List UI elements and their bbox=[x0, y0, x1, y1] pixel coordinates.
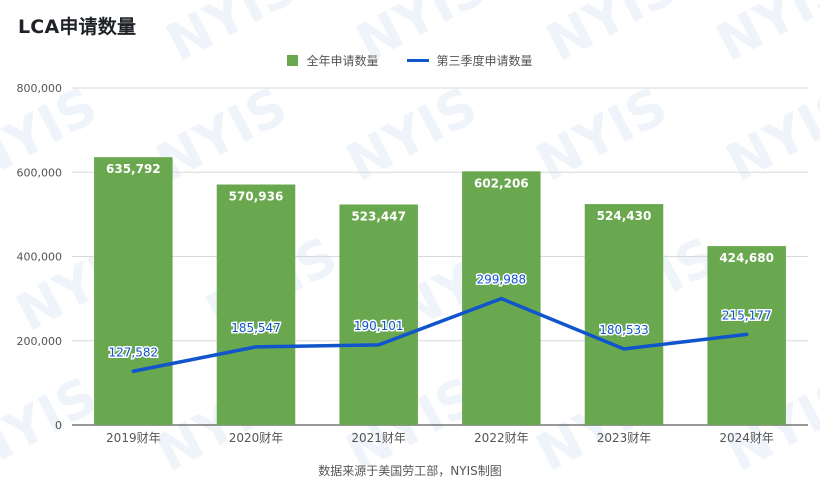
bar-0 bbox=[94, 157, 173, 426]
source-note: 数据来源于美国劳工部，NYIS制图 bbox=[318, 464, 502, 478]
line-value-label-0: 127,582 bbox=[109, 345, 159, 359]
line-value-label-2: 190,101 bbox=[354, 319, 404, 333]
watermark-3: NYIS bbox=[707, 0, 820, 74]
bar-value-label-3: 602,206 bbox=[474, 176, 529, 190]
y-axis: 0 200,000 400,000 600,000 800,000 bbox=[17, 82, 63, 432]
line-series bbox=[131, 296, 749, 374]
watermark-8: NYIS bbox=[717, 76, 820, 194]
y-tick-label-1: 200,000 bbox=[17, 335, 63, 348]
x-tick-label-3: 2022财年 bbox=[474, 431, 529, 445]
bar-label-group: 635,792 570,936 523,447 602,206 524,430 424,6… bbox=[106, 162, 774, 265]
x-tick-label-1: 2020财年 bbox=[229, 431, 284, 445]
line-value-label-4: 180,533 bbox=[599, 323, 649, 337]
x-tick-label-5: 2024财年 bbox=[719, 431, 774, 445]
line-value-label-3: 299,988 bbox=[477, 273, 527, 287]
x-tick-label-4: 2023财年 bbox=[597, 431, 652, 445]
bar-4 bbox=[584, 204, 664, 425]
x-tick-label-2: 2021财年 bbox=[351, 431, 406, 445]
legend: 全年申请数量 第三季度申请数量 bbox=[0, 50, 820, 70]
bar-1 bbox=[216, 184, 296, 425]
bar-series bbox=[94, 157, 786, 426]
line-label-group: 127,582 185,547 190,101 299,988 180,533 215,1… bbox=[107, 271, 773, 361]
watermark-2: NYIS bbox=[537, 0, 687, 74]
bar-value-label-2: 523,447 bbox=[351, 209, 406, 223]
legend-item-line: 第三季度申请数量 bbox=[406, 52, 533, 69]
legend-item-bar: 全年申请数量 bbox=[287, 52, 379, 69]
line-value-label-5: 215,177 bbox=[722, 308, 772, 322]
y-tick-label-0: 0 bbox=[55, 419, 62, 432]
bar-value-label-5: 424,680 bbox=[719, 251, 774, 265]
legend-line-label: 第三季度申请数量 bbox=[436, 53, 533, 68]
legend-line-swatch bbox=[406, 58, 429, 62]
watermark-1: NYIS bbox=[347, 0, 497, 74]
bar-value-label-0: 635,792 bbox=[106, 162, 161, 176]
y-tick-label-4: 800,000 bbox=[17, 82, 63, 95]
line-path bbox=[131, 296, 749, 374]
watermark-0: NYIS bbox=[157, 0, 307, 74]
y-tick-label-2: 400,000 bbox=[17, 251, 63, 264]
bar-value-label-4: 524,430 bbox=[597, 209, 652, 223]
legend-bar-label: 全年申请数量 bbox=[306, 53, 379, 68]
bar-2 bbox=[339, 204, 418, 425]
y-tick-label-3: 600,000 bbox=[17, 166, 63, 179]
legend-bar-swatch bbox=[287, 54, 299, 66]
watermark-7: NYIS bbox=[527, 76, 677, 194]
line-value-label-1: 185,547 bbox=[231, 321, 281, 335]
gridlines bbox=[72, 87, 808, 426]
chart-title: LCA申请数量 bbox=[18, 16, 137, 38]
x-axis: 2019财年 2020财年 2021财年 2022财年 2023财年 2024财年 bbox=[106, 431, 774, 445]
bar-value-label-1: 570,936 bbox=[229, 189, 284, 203]
x-tick-label-0: 2019财年 bbox=[106, 431, 161, 445]
